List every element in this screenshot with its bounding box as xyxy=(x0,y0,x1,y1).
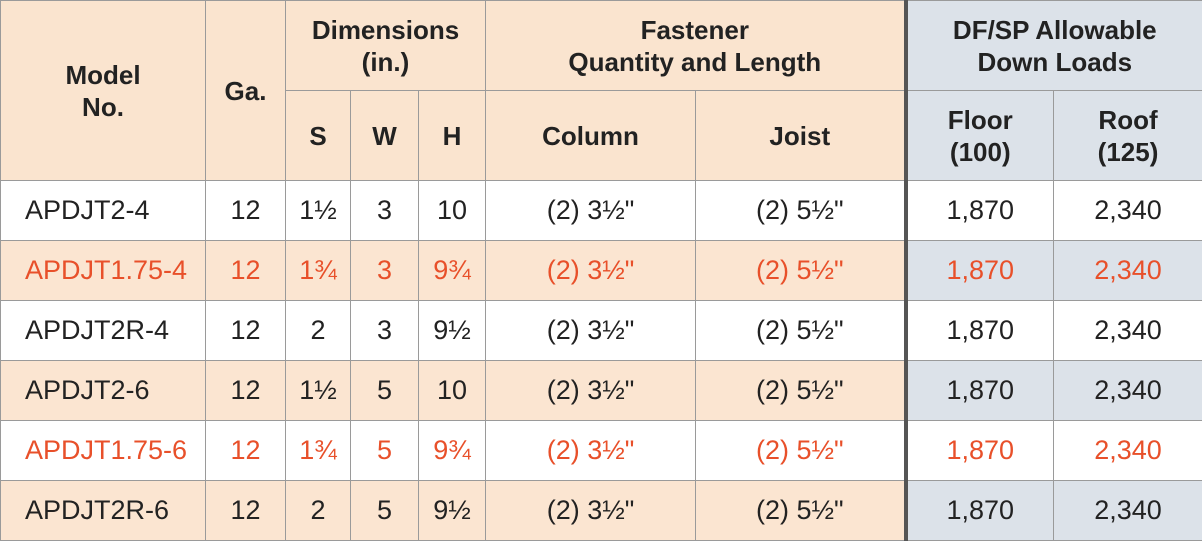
table-row: APDJT1.75-4 12 1¾ 3 9¾ (2) 3½" (2) 5½" 1,870 2,3… xyxy=(0,240,1202,301)
table-cell: APDJT2R-6 xyxy=(0,480,206,541)
table-cell: 12 xyxy=(205,240,286,301)
table-cell: 1,870 xyxy=(903,300,1055,361)
header-cell: Roof (125) xyxy=(1053,90,1202,181)
table-cell: 10 xyxy=(417,360,487,421)
table-cell: (2) 5½" xyxy=(695,300,907,361)
table-cell: 2,340 xyxy=(1053,480,1202,541)
header-cell: Dimensions (in.) xyxy=(284,0,487,91)
table-cell: 5 xyxy=(350,420,419,481)
table-body: APDJT2-4 12 1½ 3 10 (2) 3½" (2) 5½" 1,870 2,340 A… xyxy=(0,180,1202,541)
table-cell: APDJT1.75-4 xyxy=(0,240,206,301)
table-cell: (2) 3½" xyxy=(485,420,697,481)
table-row: APDJT2-6 12 1½ 5 10 (2) 3½" (2) 5½" 1,870 2,340 xyxy=(0,360,1202,421)
header-cell: DF/SP Allowable Down Loads xyxy=(903,0,1202,91)
header-cell: Column xyxy=(485,90,697,181)
table-cell: 9¾ xyxy=(417,420,487,481)
table-row: APDJT2R-4 12 2 3 9½ (2) 3½" (2) 5½" 1,870 2,340 xyxy=(0,300,1202,361)
table-cell: 1¾ xyxy=(285,240,351,301)
table-cell: 2,340 xyxy=(1053,180,1202,241)
table-cell: 9½ xyxy=(417,480,487,541)
table-cell: (2) 5½" xyxy=(695,180,907,241)
table-cell: (2) 3½" xyxy=(485,480,697,541)
header-cell: Model No. xyxy=(0,0,206,181)
table-cell: (2) 5½" xyxy=(695,480,907,541)
header-cell: S xyxy=(285,90,351,181)
table-cell: (2) 5½" xyxy=(695,420,907,481)
table-row: APDJT2-4 12 1½ 3 10 (2) 3½" (2) 5½" 1,870 2,340 xyxy=(0,180,1202,241)
table-cell: (2) 5½" xyxy=(695,240,907,301)
table-cell: APDJT2-6 xyxy=(0,360,206,421)
table-cell: 3 xyxy=(350,240,419,301)
header-cell: H xyxy=(417,90,487,181)
table-cell: 1,870 xyxy=(903,360,1055,421)
table-cell: 5 xyxy=(350,360,419,421)
header-cell: Ga. xyxy=(205,0,286,181)
header-cell: Floor (100) xyxy=(903,90,1055,181)
header-cell: Joist xyxy=(695,90,907,181)
table-cell: 9½ xyxy=(417,300,487,361)
table-cell: (2) 3½" xyxy=(485,360,697,421)
table-cell: 5 xyxy=(350,480,419,541)
table-cell: 1¾ xyxy=(285,420,351,481)
table-cell: APDJT2-4 xyxy=(0,180,206,241)
table-cell: (2) 3½" xyxy=(485,240,697,301)
table-cell: 2,340 xyxy=(1053,300,1202,361)
table-cell: 1,870 xyxy=(903,420,1055,481)
table-cell: (2) 3½" xyxy=(485,180,697,241)
table-cell: 12 xyxy=(205,360,286,421)
table-cell: APDJT2R-4 xyxy=(0,300,206,361)
table-cell: 12 xyxy=(205,480,286,541)
table-cell: 10 xyxy=(417,180,487,241)
table-cell: (2) 5½" xyxy=(695,360,907,421)
table-cell: 12 xyxy=(205,300,286,361)
table-cell: (2) 3½" xyxy=(485,300,697,361)
table-cell: 3 xyxy=(350,300,419,361)
table-cell: 1,870 xyxy=(903,180,1055,241)
table-row: APDJT1.75-6 12 1¾ 5 9¾ (2) 3½" (2) 5½" 1,870 2,3… xyxy=(0,420,1202,481)
table-cell: 1,870 xyxy=(903,240,1055,301)
table-cell: 1,870 xyxy=(903,480,1055,541)
header-cell: W xyxy=(350,90,419,181)
table-row: APDJT2R-6 12 2 5 9½ (2) 3½" (2) 5½" 1,870 2,340 xyxy=(0,480,1202,541)
table-cell: 2 xyxy=(285,300,351,361)
table-cell: 2,340 xyxy=(1053,420,1202,481)
table-cell: 2,340 xyxy=(1053,240,1202,301)
table-cell: 2,340 xyxy=(1053,360,1202,421)
table-cell: 3 xyxy=(350,180,419,241)
header-cell: Fastener Quantity and Length xyxy=(485,0,907,91)
table-cell: 2 xyxy=(285,480,351,541)
table-cell: 1½ xyxy=(285,360,351,421)
table-cell: 1½ xyxy=(285,180,351,241)
table-cell: APDJT1.75-6 xyxy=(0,420,206,481)
table-cell: 9¾ xyxy=(417,240,487,301)
table-cell: 12 xyxy=(205,180,286,241)
table-cell: 12 xyxy=(205,420,286,481)
